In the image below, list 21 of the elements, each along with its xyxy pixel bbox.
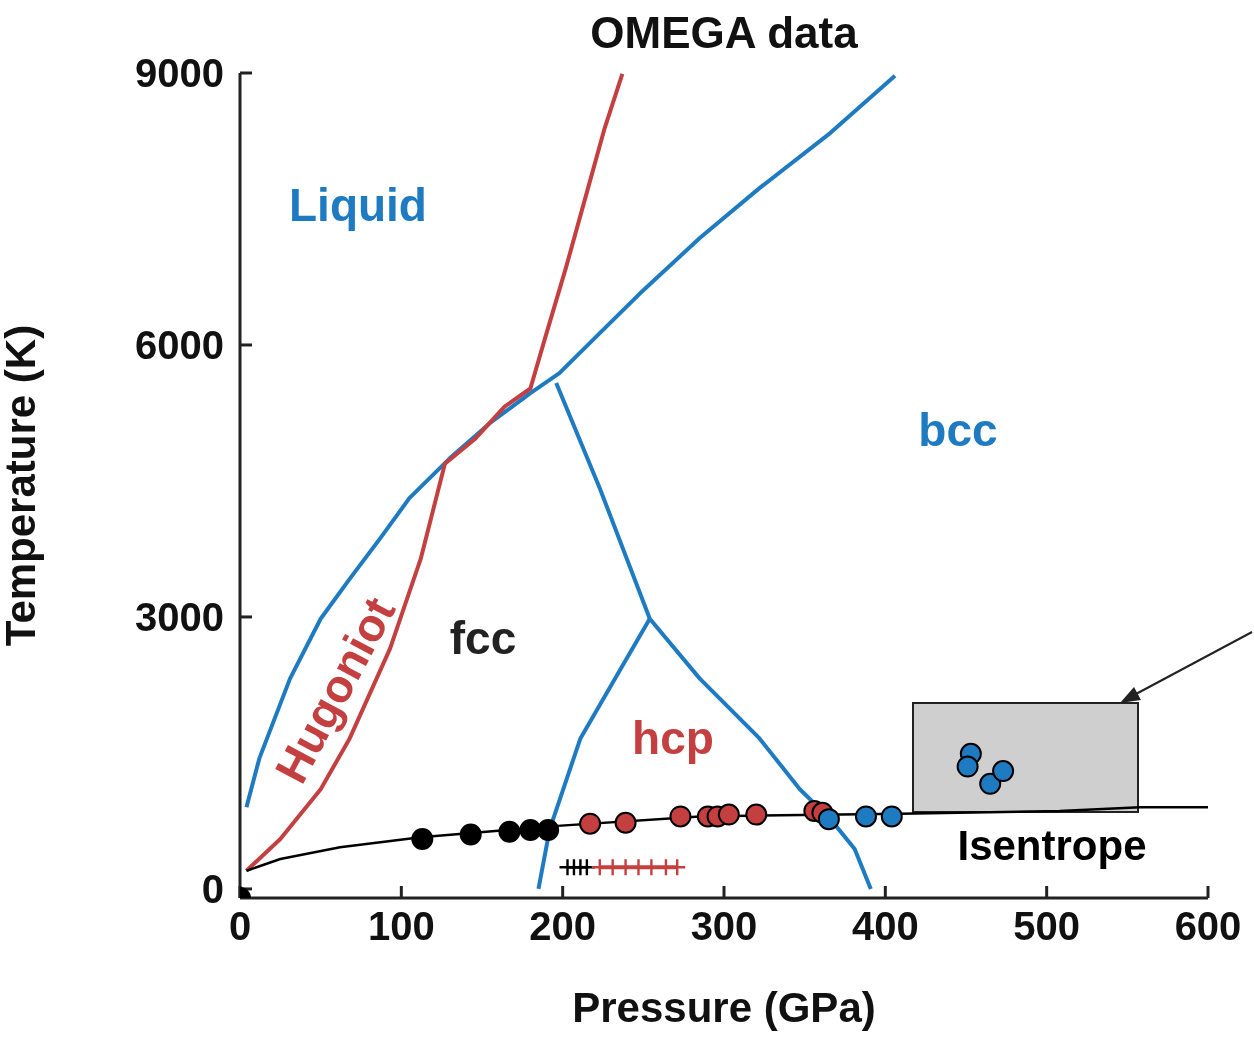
line-series xyxy=(244,73,898,810)
line-series xyxy=(244,73,625,873)
x-tick-label: 500 xyxy=(1013,904,1081,949)
x-axis-title: Pressure (GPa) xyxy=(572,983,876,1031)
annotation: Liquid xyxy=(289,179,427,231)
y-tick-label: 3000 xyxy=(135,595,224,640)
y-tick-label: 0 xyxy=(201,867,224,912)
y-tick-label: 9000 xyxy=(135,51,224,96)
y-axis-title: Temperature (K) xyxy=(0,324,44,647)
x-tick-label: 600 xyxy=(1174,904,1242,949)
chart-title: OMEGA data xyxy=(590,8,859,57)
x-tick-label: 200 xyxy=(529,904,597,949)
annotation: Isentrope xyxy=(957,821,1147,869)
annotation: bcc xyxy=(918,404,998,456)
annotation: hcp xyxy=(632,712,714,764)
x-tick-label: 400 xyxy=(851,904,919,949)
x-tick-label: 300 xyxy=(690,904,758,949)
annotation: fcc xyxy=(449,612,517,664)
x-tick-label: 100 xyxy=(367,904,435,949)
y-tick-label: 6000 xyxy=(135,323,224,368)
x-tick-label: 0 xyxy=(228,904,252,949)
